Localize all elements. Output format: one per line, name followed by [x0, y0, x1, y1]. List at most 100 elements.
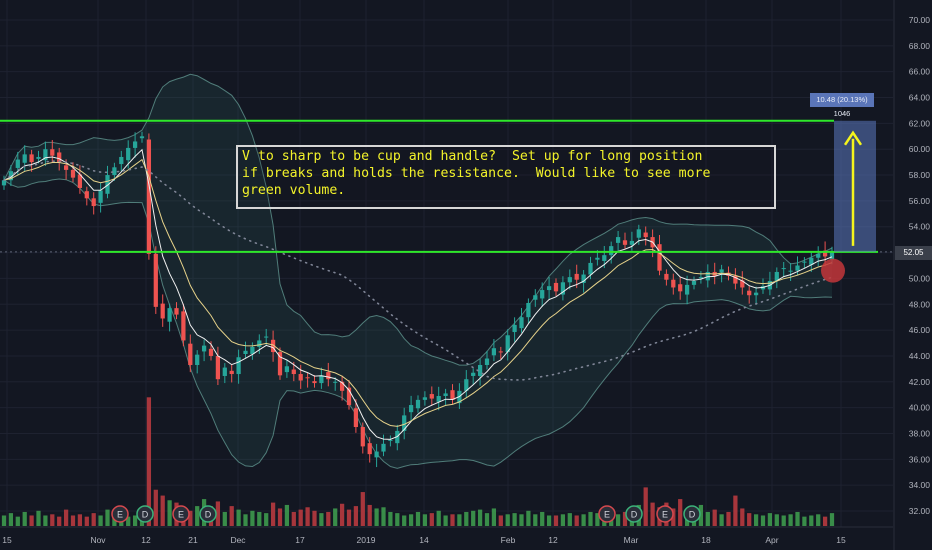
- volume-bar: [250, 510, 255, 526]
- candle-body: [471, 372, 476, 376]
- candle-body: [546, 286, 552, 291]
- candle-body: [643, 232, 648, 238]
- candle-body: [747, 290, 752, 296]
- candle-body: [50, 149, 55, 156]
- y-tick-label: 40.00: [909, 403, 931, 413]
- candle-body: [671, 279, 676, 288]
- y-tick-label: 68.00: [909, 41, 931, 51]
- event-marker-label: D: [631, 510, 638, 520]
- candle-body: [678, 284, 683, 292]
- y-tick-label: 48.00: [909, 299, 931, 309]
- y-tick-label: 54.00: [909, 222, 931, 232]
- candle-body: [319, 375, 324, 384]
- x-tick-label: Nov: [90, 535, 106, 545]
- x-tick-label: 18: [701, 535, 711, 545]
- event-marker-label: E: [117, 510, 123, 520]
- candle-body: [22, 154, 27, 163]
- candle-body: [146, 139, 152, 254]
- volume-bar: [257, 511, 262, 526]
- volume-bar: [236, 509, 241, 526]
- volume-bar: [415, 511, 421, 526]
- x-tick-label: Apr: [765, 535, 778, 545]
- event-marker-circle: [656, 505, 674, 523]
- volume-bar: [270, 502, 276, 526]
- candle-body: [402, 415, 407, 431]
- volume-bar: [471, 510, 476, 526]
- volume-bar: [126, 516, 131, 526]
- volume-bar: [422, 514, 428, 526]
- y-tick-label: 70.00: [909, 15, 931, 25]
- candle-body: [774, 271, 779, 282]
- candle-body: [560, 282, 566, 295]
- volume-bar: [408, 514, 414, 526]
- y-tick-label: 34.00: [909, 480, 931, 490]
- candle-body: [277, 352, 283, 376]
- event-marker: E: [111, 505, 129, 523]
- candle-body: [781, 268, 786, 270]
- event-marker-label: D: [205, 510, 212, 520]
- candle-body: [684, 284, 690, 295]
- measure-box: [834, 120, 876, 252]
- volume-bar: [222, 511, 227, 526]
- candle-body: [512, 324, 517, 333]
- candle-body: [195, 354, 200, 365]
- volume-bar: [581, 514, 586, 526]
- ema-slow-line: [3, 158, 833, 427]
- candle-body: [208, 348, 214, 356]
- candle-body: [691, 281, 697, 285]
- candle-body: [822, 250, 828, 257]
- volume-bar: [36, 510, 41, 526]
- volume-bar: [760, 515, 766, 526]
- candle-body: [388, 439, 393, 441]
- candle-body: [477, 364, 483, 376]
- x-tick-label: 17: [295, 535, 305, 545]
- price-axis[interactable]: 70.00 68.00 66.00 64.00 62.00 60.00 58.00 56.00…: [893, 0, 931, 550]
- event-marker-circle: [598, 505, 616, 523]
- volume-bar: [312, 510, 317, 526]
- candle-body: [574, 273, 579, 280]
- volume-bar: [546, 515, 552, 526]
- candle-body: [36, 156, 41, 159]
- candle-body: [284, 366, 290, 373]
- time-axis[interactable]: 15 Nov 12 21 Dec 17 2019 14 Feb 12 Mar 18 Apr 15: [0, 526, 893, 545]
- candle-body: [91, 198, 96, 207]
- volume-bar: [339, 503, 345, 526]
- event-marker-label: E: [604, 510, 610, 520]
- event-marker: D: [136, 505, 154, 523]
- x-tick-label: Mar: [624, 535, 639, 545]
- volume-bar: [457, 514, 462, 526]
- volume-bar: [822, 516, 828, 526]
- candle-body: [298, 374, 303, 381]
- moving-averages: [3, 148, 833, 440]
- volume-bar: [70, 515, 76, 526]
- candle-body: [353, 408, 359, 428]
- volume-bar: [519, 514, 524, 526]
- candle-body: [181, 311, 186, 341]
- candle-body: [1, 180, 7, 186]
- volume-bar: [567, 513, 572, 526]
- volume-bar: [284, 504, 290, 526]
- volume-bar: [305, 507, 310, 526]
- highlight-circle: [821, 258, 845, 283]
- volume-bar: [84, 516, 89, 526]
- volume-bar: [678, 499, 683, 526]
- candle-body: [264, 336, 269, 338]
- volume-bar: [381, 507, 386, 526]
- volume-bar: [733, 495, 738, 526]
- candle-body: [374, 451, 379, 458]
- annotation-text-box[interactable]: V to sharp to be cup and handle? Set up …: [236, 145, 776, 209]
- candle-body: [809, 257, 814, 265]
- volume-bar: [333, 508, 338, 526]
- candle-body: [540, 290, 545, 299]
- volume-bar: [402, 515, 407, 526]
- candle-body: [519, 317, 524, 329]
- candle-body: [415, 399, 421, 409]
- volume-bar: [167, 500, 172, 526]
- candle-body: [698, 277, 704, 279]
- volume-bar: [388, 511, 393, 526]
- volume-bar: [719, 514, 724, 526]
- candle-body: [229, 370, 234, 375]
- candle-body: [250, 346, 255, 355]
- candle-body: [291, 369, 296, 375]
